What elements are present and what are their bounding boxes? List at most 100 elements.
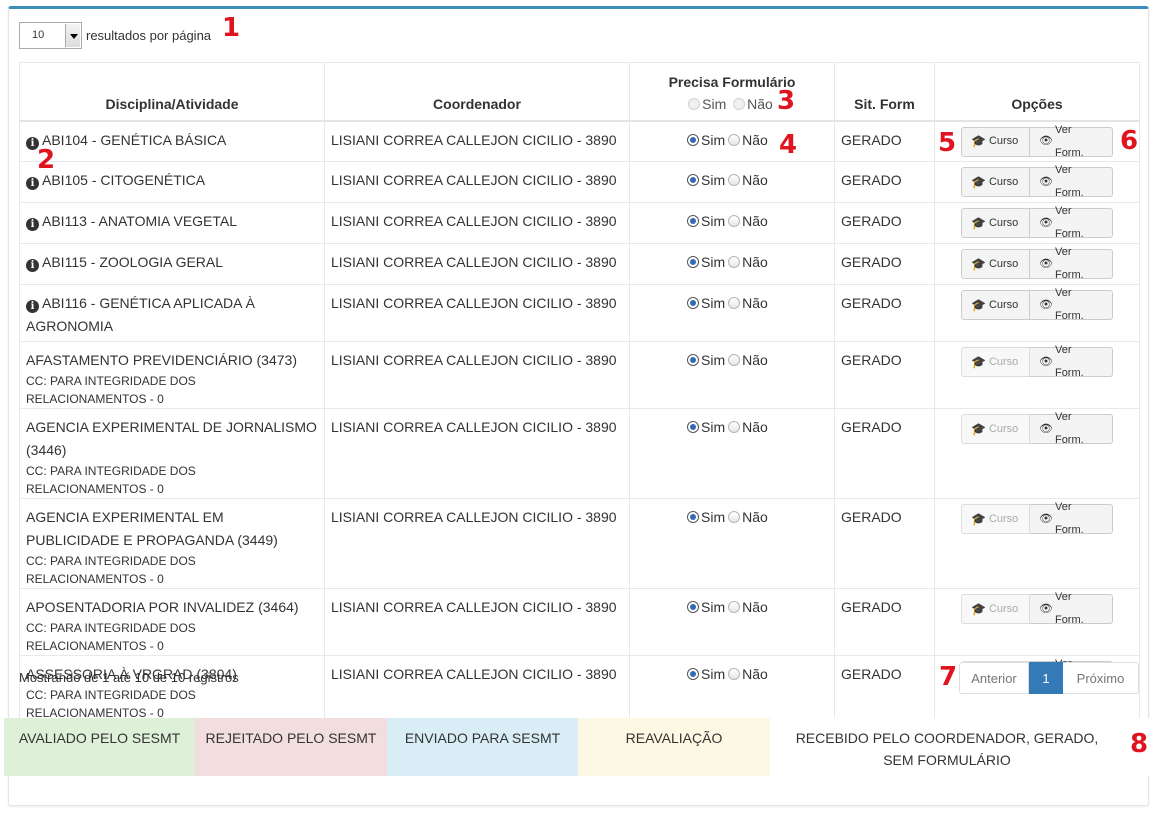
- radio-nao-label: Não: [742, 213, 768, 229]
- ver-form-button[interactable]: 👁Ver Form.: [1030, 501, 1113, 536]
- radio-nao[interactable]: [728, 421, 741, 433]
- radio-sim[interactable]: [687, 421, 699, 433]
- ver-form-button-label: Ver Form.: [1054, 591, 1084, 626]
- header-radio-nao[interactable]: [733, 97, 746, 110]
- curso-button[interactable]: 🎓Curso: [961, 126, 1030, 157]
- ver-form-button[interactable]: 👁Ver Form.: [1030, 344, 1113, 379]
- legend-avaliado: AVALIADO PELO SESMT: [4, 718, 195, 776]
- table-row: i ABI105 - CITOGENÉTICA LISIANI CORREA CAL…: [19, 161, 1140, 203]
- chevron-down-icon[interactable]: [65, 23, 80, 47]
- table-body: i ABI104 - GENÉTICA BÁSICA LISIANI CORREA …: [19, 120, 1140, 723]
- header-coordenador[interactable]: Coordenador: [324, 62, 630, 122]
- ver-form-button[interactable]: 👁Ver Form.: [1030, 287, 1113, 322]
- curso-button[interactable]: 🎓Curso: [961, 290, 1030, 320]
- header-precisa-label[interactable]: Precisa Formulário: [668, 73, 796, 90]
- radio-nao[interactable]: [728, 668, 741, 680]
- header-disciplina[interactable]: Disciplina/Atividade: [19, 62, 325, 122]
- cell-opcoes: 🎓Curso👁Ver Form.: [934, 408, 1140, 499]
- cell-sit-form: GERADO: [834, 498, 935, 589]
- ver-form-button[interactable]: 👁Ver Form.: [1030, 591, 1113, 626]
- cell-sit-form: GERADO: [834, 202, 935, 244]
- curso-button[interactable]: 🎓Curso: [961, 504, 1030, 534]
- info-icon[interactable]: i: [26, 136, 39, 150]
- radio-nao-label: Não: [742, 509, 768, 525]
- ver-form-button[interactable]: 👁Ver Form.: [1030, 164, 1113, 199]
- cell-precisa-formulario: Sim Não: [629, 120, 835, 162]
- cell-precisa-formulario: Sim Não: [629, 408, 835, 499]
- radio-nao[interactable]: [728, 297, 741, 309]
- info-icon[interactable]: i: [26, 259, 39, 272]
- curso-button-label: Curso: [988, 422, 1019, 435]
- ver-form-button[interactable]: 👁Ver Form.: [1030, 205, 1113, 240]
- page-length-label: resultados por página: [86, 27, 212, 43]
- curso-button[interactable]: 🎓Curso: [961, 208, 1030, 238]
- curso-button[interactable]: 🎓Curso: [961, 249, 1030, 279]
- curso-button[interactable]: 🎓Curso: [961, 347, 1030, 377]
- curso-button-label: Curso: [988, 512, 1019, 525]
- options-button-group: 🎓Curso👁Ver Form.: [961, 164, 1113, 199]
- pagination-page-1[interactable]: 1: [1029, 662, 1063, 694]
- radio-nao-label: Não: [742, 419, 768, 435]
- radio-sim[interactable]: [687, 133, 699, 146]
- curso-button[interactable]: 🎓Curso: [961, 414, 1030, 444]
- cell-sit-form: GERADO: [834, 284, 935, 342]
- radio-sim[interactable]: [687, 256, 699, 268]
- ver-form-button[interactable]: 👁Ver Form.: [1030, 124, 1113, 159]
- annotation-6: 6: [1120, 126, 1139, 156]
- options-button-group: 🎓Curso👁Ver Form.: [961, 501, 1113, 536]
- cell-coordenador: LISIANI CORREA CALLEJON CICILIO - 3890: [324, 120, 630, 162]
- radio-nao[interactable]: [728, 256, 741, 268]
- radio-sim[interactable]: [687, 511, 699, 523]
- cell-sit-form: GERADO: [834, 588, 935, 656]
- radio-sim-label: Sim: [701, 599, 726, 615]
- header-radio-nao-label: Não: [747, 95, 773, 112]
- ver-form-button[interactable]: 👁Ver Form.: [1030, 411, 1113, 446]
- radio-nao[interactable]: [728, 133, 741, 146]
- graduation-cap-icon: 🎓: [971, 134, 986, 148]
- table-header-row: Disciplina/Atividade Coordenador Precisa…: [19, 62, 1140, 122]
- radio-sim[interactable]: [687, 601, 699, 613]
- pagination-next-button[interactable]: Próximo: [1063, 662, 1139, 694]
- radio-nao[interactable]: [728, 215, 741, 227]
- curso-button[interactable]: 🎓Curso: [961, 167, 1030, 197]
- radio-sim[interactable]: [687, 215, 699, 227]
- ver-form-button[interactable]: 👁Ver Form.: [1030, 246, 1113, 281]
- legend-reavaliacao: REAVALIAÇÃO: [578, 718, 770, 776]
- cell-disciplina: ASSESSORIA À VRGRAD (3804) CC: PARA INTEG…: [19, 655, 325, 723]
- radio-sim[interactable]: [687, 354, 699, 366]
- radio-nao[interactable]: [728, 601, 741, 613]
- pagination-prev-button[interactable]: Anterior: [959, 662, 1029, 694]
- info-icon[interactable]: i: [26, 177, 39, 190]
- curso-button-label: Curso: [988, 175, 1019, 188]
- info-icon[interactable]: i: [26, 218, 39, 231]
- header-radio-sim[interactable]: [688, 97, 701, 110]
- radio-sim-label: Sim: [701, 213, 726, 229]
- options-button-group: 🎓Curso👁Ver Form.: [961, 124, 1113, 159]
- header-radio-group: Sim Não: [636, 96, 828, 112]
- header-opcoes: Opções: [934, 62, 1140, 122]
- radio-nao-label: Não: [742, 254, 768, 270]
- curso-button[interactable]: 🎓Curso: [961, 594, 1030, 624]
- eye-icon: 👁: [1039, 355, 1053, 368]
- legend-recebido: RECEBIDO PELO COORDENADOR, GERADO, SEM F…: [770, 718, 1154, 776]
- info-icon[interactable]: i: [26, 300, 39, 313]
- header-sit-form[interactable]: Sit. Form: [834, 62, 935, 122]
- radio-sim[interactable]: [687, 174, 699, 186]
- cell-disciplina: i ABI115 - ZOOLOGIA GERAL: [19, 243, 325, 285]
- cell-precisa-formulario: Sim Não: [629, 243, 835, 285]
- cell-precisa-formulario: Sim Não: [629, 588, 835, 656]
- radio-nao[interactable]: [728, 174, 741, 186]
- cell-coordenador: LISIANI CORREA CALLEJON CICILIO - 3890: [324, 284, 630, 342]
- cell-precisa-formulario: Sim Não: [629, 284, 835, 342]
- disciplina-name: AFASTAMENTO PREVIDENCIÁRIO (3473): [26, 352, 297, 368]
- radio-sim[interactable]: [687, 297, 699, 309]
- page-length-select[interactable]: 10: [19, 21, 82, 49]
- radio-sim[interactable]: [687, 668, 699, 680]
- radio-sim-label: Sim: [701, 172, 726, 188]
- radio-nao[interactable]: [728, 511, 741, 523]
- table-row: AGENCIA EXPERIMENTAL DE JORNALISMO (3446…: [19, 408, 1140, 499]
- radio-sim-label: Sim: [701, 666, 726, 682]
- radio-nao[interactable]: [728, 354, 741, 366]
- cell-coordenador: LISIANI CORREA CALLEJON CICILIO - 3890: [324, 588, 630, 656]
- cell-sit-form: GERADO: [834, 120, 935, 162]
